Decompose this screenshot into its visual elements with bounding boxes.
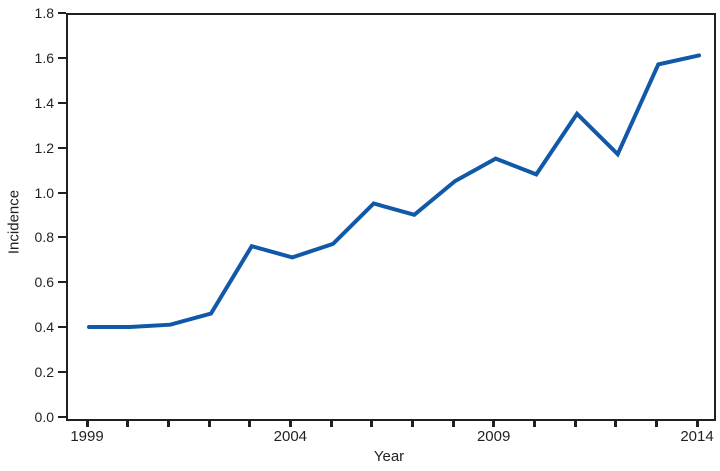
y-tick (58, 326, 66, 329)
plot-area (66, 13, 716, 421)
y-tick-label: 1.4 (34, 94, 54, 111)
y-tick-label: 1.2 (34, 139, 54, 156)
line-plot-svg (87, 53, 701, 329)
x-tick (695, 419, 699, 427)
x-tick (126, 419, 130, 427)
y-tick-label: 0.4 (34, 319, 54, 336)
incidence-line (87, 53, 701, 329)
x-tick (654, 419, 658, 427)
x-tick-label: 2009 (476, 428, 511, 445)
x-tick (370, 419, 374, 427)
y-tick (58, 281, 66, 284)
y-tick-label: 0.6 (34, 274, 54, 291)
y-tick-label: 0.8 (34, 229, 54, 246)
y-tick-label: 0.0 (34, 409, 54, 425)
x-tick (573, 419, 577, 427)
x-axis-title: Year (373, 448, 405, 465)
y-tick (58, 191, 66, 194)
x-tick (492, 419, 496, 427)
y-tick (58, 236, 66, 239)
y-tick (58, 146, 66, 149)
x-tick (410, 419, 414, 427)
x-tick (248, 419, 252, 427)
y-tick (58, 12, 66, 14)
x-tick-label: 1999 (70, 428, 104, 445)
x-tick (166, 419, 170, 427)
x-tick (207, 419, 211, 427)
y-tick-label: 0.2 (34, 364, 54, 381)
y-tick-label: 1.6 (34, 49, 54, 66)
x-tick (451, 419, 455, 427)
x-tick (614, 419, 618, 427)
x-tick (85, 419, 89, 427)
x-tick-label: 2014 (680, 428, 714, 445)
x-tick (288, 419, 292, 427)
y-tick (58, 56, 66, 59)
y-tick (58, 371, 66, 374)
y-tick-label: 1.8 (34, 5, 54, 21)
y-tick (58, 101, 66, 104)
x-tick-label: 2004 (273, 428, 308, 445)
y-tick-label: 1.0 (34, 184, 54, 201)
x-tick (329, 419, 333, 427)
y-tick (58, 416, 66, 418)
x-tick (532, 419, 536, 427)
